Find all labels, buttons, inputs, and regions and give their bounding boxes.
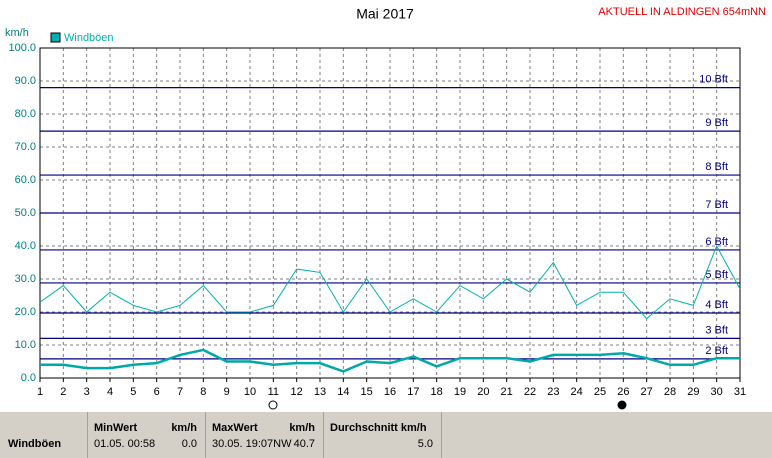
header: km/h: [289, 422, 315, 434]
x-tick-label: 28: [664, 386, 676, 398]
y-tick-label: 60.0: [15, 174, 36, 186]
x-tick-label: 23: [547, 386, 559, 398]
beaufort-label: 7 Bft: [705, 199, 728, 211]
x-tick-label: 26: [617, 386, 629, 398]
x-tick-label: 4: [107, 386, 113, 398]
header: MaxWert: [212, 422, 258, 434]
y-tick-label: 20.0: [15, 306, 36, 318]
cell: 01.05. 00:58: [94, 438, 156, 450]
beaufort-label: 10 Bft: [699, 74, 728, 86]
moon-icon: [617, 400, 627, 410]
x-tick-label: 15: [361, 386, 373, 398]
cell: 5.0: [417, 438, 433, 450]
y-tick-label: 80.0: [15, 108, 36, 120]
beaufort-label: 9 Bft: [705, 117, 728, 129]
x-tick-label: 11: [268, 386, 279, 398]
y-tick-label: 90.0: [15, 75, 36, 87]
series-line: [39, 244, 741, 320]
x-tick-label: 27: [641, 386, 653, 398]
x-tick-label: 18: [431, 386, 443, 398]
beaufort-label: 2 Bft: [705, 345, 728, 357]
x-tick-label: 17: [407, 386, 419, 398]
x-tick-label: 20: [477, 386, 489, 398]
y-tick-label: 100.0: [8, 42, 36, 54]
header: km/h: [171, 422, 197, 434]
x-tick-label: 10: [244, 386, 256, 398]
x-tick-label: 31: [734, 386, 746, 398]
x-tick-label: 24: [571, 386, 583, 398]
cell: 0.0: [181, 438, 197, 450]
beaufort-label: 6 Bft: [705, 236, 728, 248]
x-tick-label: 8: [200, 386, 206, 398]
x-tick-label: 25: [594, 386, 606, 398]
y-tick-label: 40.0: [15, 240, 36, 252]
beaufort-label: 8 Bft: [705, 161, 728, 173]
x-tick-label: 1: [37, 386, 43, 398]
cell: 30.05. 19:07NW: [212, 438, 292, 450]
beaufort-label: 5 Bft: [705, 269, 728, 281]
x-tick-label: 13: [314, 386, 326, 398]
y-tick-label: 50.0: [15, 207, 36, 219]
stats-table: Windböen MinWert km/h 01.05. 00:58 0.0 M…: [0, 412, 772, 458]
chart-title: Mai 2017: [356, 6, 414, 22]
cell: 40.7: [293, 438, 315, 450]
x-tick-label: 9: [224, 386, 230, 398]
x-tick-label: 29: [687, 386, 699, 398]
x-tick-label: 14: [337, 386, 349, 398]
x-tick-label: 6: [154, 386, 160, 398]
x-tick-label: 21: [501, 386, 513, 398]
subtitle: AKTUELL IN ALDINGEN 654mNN: [598, 6, 766, 18]
beaufort-label: 3 Bft: [705, 324, 728, 336]
chart: Mai 2017 AKTUELL IN ALDINGEN 654mNN km/h…: [5, 6, 766, 410]
y-tick-label: 10.0: [15, 339, 36, 351]
x-tick-label: 2: [60, 386, 66, 398]
header: MinWert: [94, 422, 138, 434]
x-tick-label: 30: [711, 386, 723, 398]
x-tick-label: 12: [291, 386, 303, 398]
x-tick-label: 16: [384, 386, 396, 398]
moon-icon: [268, 400, 278, 410]
header: Durchschnitt km/h: [330, 422, 427, 434]
x-tick-label: 7: [177, 386, 183, 398]
series-line: [40, 348, 740, 373]
y-axis-label: km/h: [5, 27, 29, 39]
plot-border: [39, 47, 741, 379]
legend-label: Windböen: [64, 32, 114, 44]
x-tick-label: 19: [454, 386, 466, 398]
beaufort-label: 4 Bft: [705, 299, 728, 311]
x-tick-label: 22: [524, 386, 536, 398]
legend-swatch: [50, 32, 61, 43]
x-tick-label: 3: [84, 386, 90, 398]
y-tick-label: 30.0: [15, 273, 36, 285]
y-tick-label: 0.0: [21, 372, 36, 384]
x-tick-label: 5: [130, 386, 136, 398]
row-label: Windböen: [8, 438, 62, 450]
y-tick-label: 70.0: [15, 141, 36, 153]
